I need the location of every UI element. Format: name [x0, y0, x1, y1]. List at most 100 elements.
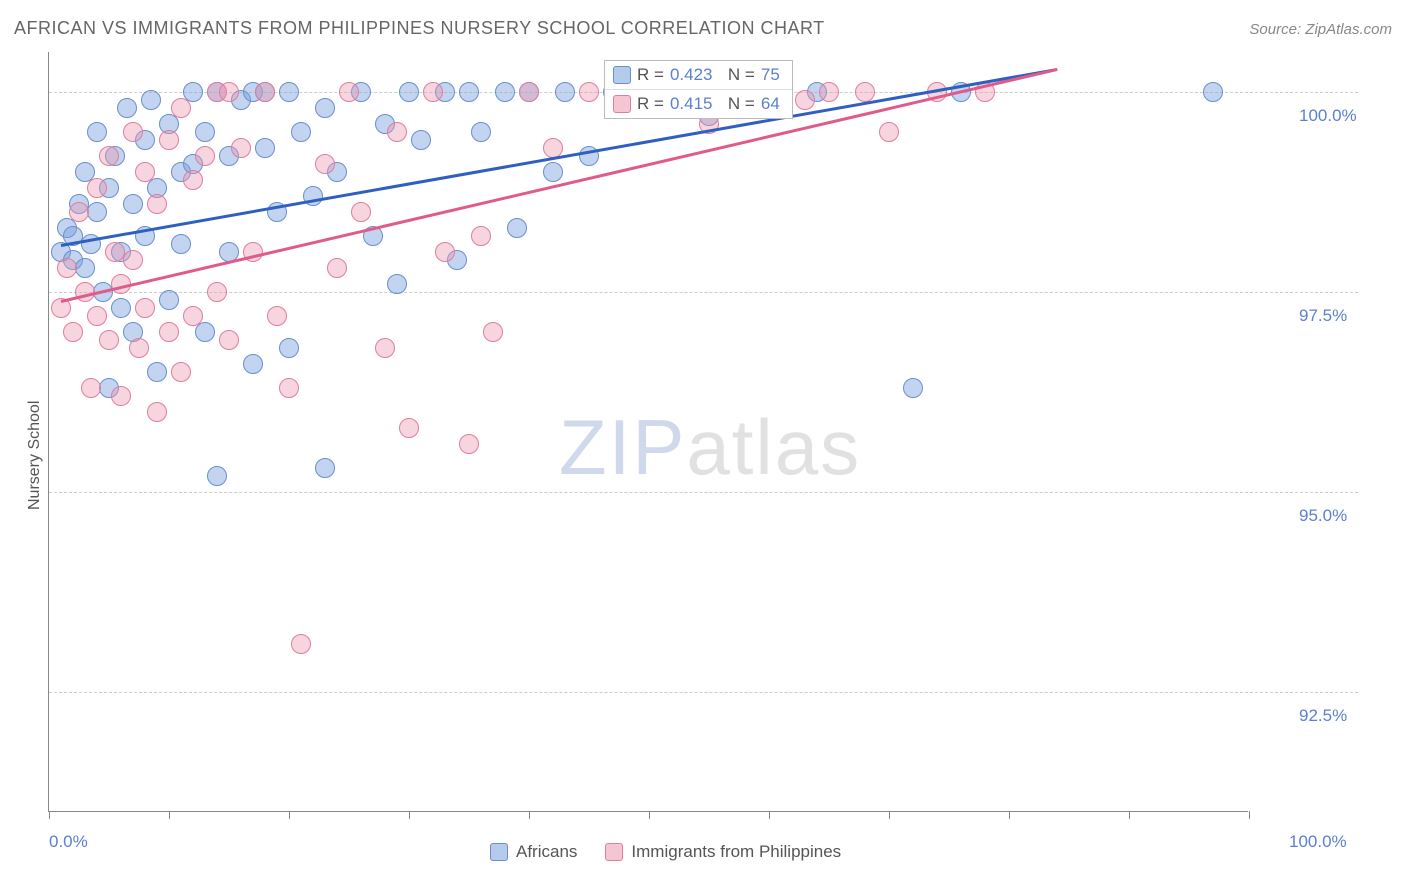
legend-label: Immigrants from Philippines [631, 842, 841, 862]
x-tick [1129, 811, 1130, 819]
x-tick [409, 811, 410, 819]
data-point [183, 170, 203, 190]
data-point [255, 82, 275, 102]
data-point [399, 82, 419, 102]
data-point [207, 282, 227, 302]
data-point [375, 338, 395, 358]
data-point [147, 362, 167, 382]
stats-legend: R = 0.423 N = 75 R = 0.415 N = 64 [604, 60, 793, 119]
data-point [159, 290, 179, 310]
data-point [399, 418, 419, 438]
n-value: 64 [761, 94, 780, 114]
data-point [339, 82, 359, 102]
legend-swatch [490, 843, 508, 861]
data-point [231, 138, 251, 158]
data-point [279, 378, 299, 398]
data-point [495, 82, 515, 102]
data-point [159, 322, 179, 342]
stats-legend-row: R = 0.415 N = 64 [605, 90, 792, 118]
y-tick-label: 97.5% [1299, 306, 1347, 326]
data-point [219, 82, 239, 102]
data-point [315, 458, 335, 478]
data-point [99, 146, 119, 166]
data-point [81, 378, 101, 398]
data-point [423, 82, 443, 102]
n-label: N = [718, 94, 754, 114]
data-point [879, 122, 899, 142]
r-label: R = [637, 94, 664, 114]
n-value: 75 [761, 65, 780, 85]
data-point [351, 202, 371, 222]
gridline [49, 492, 1358, 493]
data-point [171, 234, 191, 254]
data-point [243, 354, 263, 374]
data-point [507, 218, 527, 238]
data-point [159, 130, 179, 150]
data-point [141, 90, 161, 110]
data-point [147, 402, 167, 422]
data-point [579, 82, 599, 102]
x-tick [649, 811, 650, 819]
data-point [555, 82, 575, 102]
data-point [99, 330, 119, 350]
gridline [49, 292, 1358, 293]
data-point [1203, 82, 1223, 102]
data-point [855, 82, 875, 102]
x-tick [49, 811, 50, 819]
watermark: ZIPatlas [559, 402, 861, 493]
data-point [819, 82, 839, 102]
data-point [171, 98, 191, 118]
data-point [69, 202, 89, 222]
legend-item: Africans [490, 842, 577, 862]
data-point [291, 634, 311, 654]
data-point [195, 146, 215, 166]
source-prefix: Source: [1249, 21, 1305, 38]
data-point [57, 258, 77, 278]
y-axis-title: Nursery School [26, 401, 44, 510]
x-tick-label-max: 100.0% [1289, 832, 1347, 852]
data-point [543, 162, 563, 182]
data-point [207, 466, 227, 486]
data-point [171, 362, 191, 382]
n-label: N = [718, 65, 754, 85]
legend-bottom: Africans Immigrants from Philippines [490, 842, 841, 862]
data-point [315, 98, 335, 118]
x-tick [1009, 811, 1010, 819]
data-point [411, 130, 431, 150]
source-name: ZipAtlas.com [1305, 21, 1392, 38]
scatter-plot-area: ZIPatlas 92.5%95.0%97.5%100.0%0.0%100.0%… [48, 52, 1248, 812]
data-point [435, 242, 455, 262]
x-tick [769, 811, 770, 819]
data-point [219, 330, 239, 350]
data-point [183, 306, 203, 326]
x-tick [1249, 811, 1250, 819]
data-point [75, 258, 95, 278]
x-tick [169, 811, 170, 819]
y-tick-label: 95.0% [1299, 506, 1347, 526]
x-tick [529, 811, 530, 819]
data-point [459, 82, 479, 102]
data-point [387, 274, 407, 294]
trend-line [61, 68, 1058, 303]
data-point [87, 306, 107, 326]
watermark-zip: ZIP [559, 403, 686, 491]
data-point [123, 250, 143, 270]
data-point [105, 242, 125, 262]
data-point [123, 122, 143, 142]
data-point [267, 306, 287, 326]
data-point [147, 194, 167, 214]
x-tick-label-min: 0.0% [49, 832, 88, 852]
legend-item: Immigrants from Philippines [605, 842, 841, 862]
legend-label: Africans [516, 842, 577, 862]
chart-source: Source: ZipAtlas.com [1249, 21, 1392, 38]
data-point [87, 122, 107, 142]
data-point [291, 122, 311, 142]
gridline [49, 692, 1358, 693]
chart-header: AFRICAN VS IMMIGRANTS FROM PHILIPPINES N… [14, 18, 1392, 39]
data-point [279, 82, 299, 102]
data-point [903, 378, 923, 398]
y-tick-label: 100.0% [1299, 106, 1357, 126]
r-value: 0.423 [670, 65, 713, 85]
data-point [387, 122, 407, 142]
chart-title: AFRICAN VS IMMIGRANTS FROM PHILIPPINES N… [14, 18, 825, 39]
